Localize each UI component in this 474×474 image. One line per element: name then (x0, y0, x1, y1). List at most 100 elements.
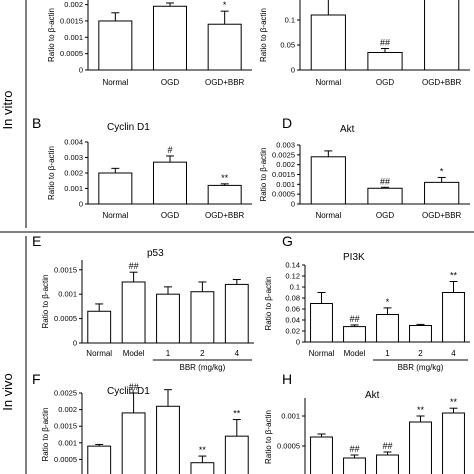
significance-marker: ** (221, 173, 229, 183)
y-tick-label: 0.08 (285, 294, 300, 303)
group-label: BBR (mg/kg) (398, 363, 444, 372)
bar (424, 181, 460, 205)
y-axis-label: Ratio to β-actin (264, 410, 273, 464)
panel-C-top-right: 0 0.05 0.1 Ratio to β-actin Normal ## OGD OGD+B… (259, 0, 470, 87)
bar (98, 20, 133, 71)
bar (121, 281, 146, 344)
x-tick-label: 1 (385, 349, 390, 358)
x-tick-label: Normal (315, 78, 341, 87)
y-tick-label: 0.003 (276, 141, 295, 150)
y-axis-label: Ratio to β-actin (264, 277, 273, 331)
bar (87, 445, 112, 474)
panel-G: 0 0.02 0.04 0.06 0.08 0.1 0.12 0.14 Ratio to β-a… (264, 233, 470, 372)
panel-letter: F (32, 371, 41, 387)
x-tick-label: 4 (451, 349, 456, 358)
bar (207, 23, 242, 71)
bar (310, 14, 346, 71)
panel-letter: E (32, 233, 41, 249)
y-tick-label: 0.0015 (272, 170, 295, 179)
panel-F: 0.0005 0.001 0.0015 0.002 0.0025 Ratio to β-a… (32, 371, 249, 474)
y-tick-label: 0.0025 (54, 389, 77, 398)
y-tick-label: 0.0005 (60, 49, 83, 58)
significance-marker: ## (349, 444, 359, 454)
significance-marker: ** (233, 409, 241, 419)
bar (343, 326, 366, 343)
bar (367, 52, 403, 71)
y-tick-label: 0.0005 (54, 455, 77, 464)
panel-title: Akt (340, 124, 355, 135)
panel-B: 0 0.001 0.002 0.003 0.004 Ratio to β-actin Nor… (32, 115, 252, 220)
bar (87, 310, 112, 344)
section-label-in-vitro: In vitro (0, 90, 15, 129)
bar (409, 421, 432, 474)
panel-letter: D (282, 115, 292, 131)
bar (376, 314, 399, 343)
y-axis-label: Ratio to β-actin (259, 8, 268, 62)
x-tick-label: Normal (102, 78, 128, 87)
bar (152, 5, 188, 71)
x-tick-label: Normal (102, 211, 128, 220)
significance-marker: ## (349, 314, 359, 324)
x-tick-label: OGD (161, 78, 179, 87)
y-tick-label: 0.0005 (277, 442, 300, 451)
section-label-in-vivo: In vivo (0, 373, 15, 411)
y-tick-label: 0.0025 (272, 150, 295, 159)
significance-marker: # (167, 0, 172, 2)
significance-marker: ## (380, 176, 390, 186)
y-tick-label: 0.0005 (54, 314, 77, 323)
y-tick-label: 0.04 (285, 316, 300, 325)
significance-marker: ** (199, 445, 207, 455)
significance-marker: # (167, 145, 172, 155)
y-tick-label: 0.14 (285, 261, 300, 270)
panel-title: Cyclin D1 (107, 122, 150, 133)
panel-letter: H (282, 371, 292, 387)
y-tick-label: 0 (291, 66, 295, 75)
y-tick-label: 0.002 (276, 160, 295, 169)
y-tick-label: 0.001 (58, 438, 77, 447)
bar (442, 292, 465, 343)
x-tick-label: 2 (200, 349, 205, 358)
group-label: BBR (mg/kg) (180, 363, 226, 372)
bar (310, 156, 346, 205)
y-tick-label: 0.002 (64, 169, 83, 178)
y-tick-label: 0.001 (281, 412, 300, 421)
y-axis-label: Ratio to β-actin (259, 148, 268, 202)
y-tick-label: 0 (73, 339, 77, 348)
y-tick-label: 0.12 (285, 272, 300, 281)
panel-E: 0 0.0005 0.001 0.0015 Ratio to β-actin Normal… (32, 233, 254, 372)
x-tick-label: 4 (235, 349, 240, 358)
y-tick-label: 0.0015 (60, 16, 83, 25)
bar (424, 0, 460, 71)
y-tick-label: 0 (79, 66, 83, 75)
bar (310, 436, 333, 474)
panel-letter: B (32, 115, 41, 131)
y-tick-label: 0.0005 (272, 190, 295, 199)
x-tick-label: Model (123, 349, 145, 358)
y-tick-label: 0.0015 (54, 422, 77, 431)
y-tick-label: 0.06 (285, 305, 300, 314)
y-tick-label: 0 (79, 200, 83, 209)
significance-marker: * (440, 166, 444, 176)
bar (207, 184, 242, 205)
significance-marker: ** (450, 271, 458, 281)
x-tick-label: 2 (418, 349, 423, 358)
y-tick-label: 0.004 (64, 138, 83, 147)
x-tick-label: Normal (309, 349, 335, 358)
bar (156, 293, 180, 344)
bar (190, 462, 215, 474)
y-tick-label: 0.001 (64, 184, 83, 193)
bar (376, 454, 399, 474)
panel-A-top-left: 0 0.0005 0.001 0.0015 0.002 Ratio to β-actin N… (47, 0, 252, 87)
bar (156, 405, 180, 474)
y-axis-label: Ratio to β-actin (41, 408, 50, 462)
x-tick-label: OGD+BBR (422, 78, 462, 87)
bar (343, 457, 366, 474)
bar (409, 325, 432, 343)
y-tick-label: 0.1 (290, 283, 300, 292)
significance-marker: ** (417, 405, 425, 415)
x-tick-label: Normal (86, 349, 112, 358)
x-tick-label: Normal (315, 211, 341, 220)
